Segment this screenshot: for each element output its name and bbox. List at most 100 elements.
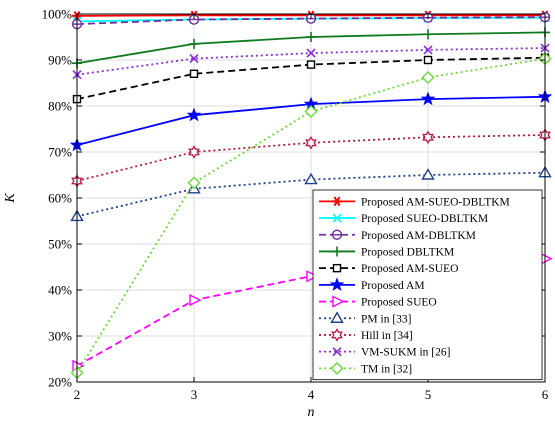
- data-point-marker: [188, 145, 200, 159]
- legend-swatch-marker: [330, 361, 344, 375]
- legend-label: PM in [33]: [361, 313, 411, 325]
- data-point-marker: [423, 29, 433, 40]
- data-point-marker: [421, 168, 435, 180]
- data-point: [189, 38, 199, 49]
- legend-marker-shape: [331, 328, 343, 342]
- data-point: [304, 105, 318, 119]
- legend-marker-shape: [332, 246, 342, 257]
- legend-swatch-marker: [332, 347, 342, 357]
- legend-item: VM-SUKM in [26]: [319, 347, 450, 359]
- legend-marker-shape: [332, 295, 345, 308]
- legend-swatch-marker: [331, 229, 343, 240]
- y-tick-label: 40%: [48, 283, 72, 298]
- legend-item: Proposed AM-DBLTKM: [319, 229, 476, 242]
- data-point-marker: [304, 105, 318, 119]
- x-axis-label: n: [308, 405, 315, 420]
- data-point-marker: [422, 130, 434, 145]
- legend-marker-shape: [330, 311, 344, 323]
- x-tick-label: 5: [425, 387, 432, 402]
- data-point: [189, 69, 199, 79]
- data-point-marker: [189, 54, 199, 64]
- legend-swatch-marker: [329, 277, 345, 292]
- legend-marker-shape: [332, 263, 342, 273]
- x-tick-label: 2: [74, 387, 81, 402]
- data-point: [306, 32, 316, 42]
- data-point-marker: [423, 45, 433, 55]
- legend-label: Proposed SUEO-DBLTKM: [361, 213, 488, 225]
- legend-item: TM in [32]: [319, 361, 412, 375]
- x-tick-label: 3: [191, 387, 198, 402]
- data-point: [306, 60, 316, 69]
- tick-layer: 20% 30% 40% 50% 60% 70% 80% 90% 100% 2 3 4 5 6: [42, 7, 549, 403]
- legend-item: Proposed AM-SUEO: [319, 263, 458, 275]
- legend-item: Proposed AM-SUEO-DBLTKM: [319, 196, 510, 208]
- data-point: [306, 270, 319, 283]
- data-point: [422, 130, 434, 145]
- legend-item: Hill in [34]: [319, 328, 413, 342]
- legend-swatch-marker: [332, 263, 342, 273]
- data-point-marker: [186, 107, 202, 122]
- data-point-marker: [306, 32, 316, 42]
- data-point: [306, 48, 316, 58]
- series-11: [70, 52, 552, 380]
- legend-label: Proposed AM-SUEO-DBLTKM: [361, 196, 510, 208]
- series-9: [71, 128, 551, 188]
- legend-item: Proposed SUEO-DBLTKM: [319, 213, 488, 225]
- legend-label: TM in [32]: [361, 363, 412, 375]
- legend-swatch-marker: [332, 295, 345, 308]
- data-point: [304, 172, 318, 185]
- legend-label: Proposed AM: [361, 280, 425, 292]
- data-point-marker: [305, 136, 317, 150]
- data-point: [421, 70, 435, 84]
- data-point: [420, 91, 436, 106]
- legend-marker-shape: [332, 347, 342, 357]
- legend-item: Proposed DBLTKM: [319, 246, 454, 258]
- data-point: [423, 29, 433, 40]
- data-point-marker: [189, 38, 199, 49]
- data-point: [305, 136, 317, 150]
- legend-label: Hill in [34]: [361, 330, 413, 342]
- data-point-marker: [189, 293, 202, 307]
- series-line: [76, 171, 546, 218]
- legend-swatch-marker: [331, 328, 343, 342]
- legend-marker-shape: [333, 196, 341, 207]
- y-axis-label: K: [3, 193, 18, 204]
- y-tick-label: 100%: [42, 7, 73, 22]
- x-tick-label: 6: [542, 387, 549, 402]
- legend-item: Proposed AM: [319, 277, 425, 292]
- series-line: [76, 134, 546, 182]
- y-tick-label: 30%: [48, 329, 72, 344]
- data-point-marker: [306, 270, 319, 283]
- y-tick-label: 50%: [48, 237, 72, 252]
- data-point: [189, 293, 202, 307]
- data-point-marker: [420, 91, 436, 106]
- legend-label: Proposed AM-SUEO: [361, 263, 458, 275]
- legend-label: VM-SUKM in [26]: [361, 347, 450, 359]
- data-point: [188, 145, 200, 159]
- y-tick-label: 70%: [48, 145, 72, 160]
- y-tick-label: 90%: [48, 53, 72, 68]
- data-point-marker: [187, 176, 201, 190]
- data-point-marker: [306, 48, 316, 58]
- data-point-marker: [306, 60, 316, 69]
- y-tick-label: 60%: [48, 191, 72, 206]
- legend-item: PM in [33]: [319, 311, 411, 325]
- legend-swatch-marker: [332, 213, 342, 223]
- data-point-marker: [423, 55, 433, 65]
- data-point-marker: [189, 69, 199, 79]
- legend-marker-shape: [330, 361, 344, 375]
- legend-swatch-marker: [332, 246, 342, 257]
- data-point: [423, 45, 433, 55]
- data-point: [187, 176, 201, 190]
- data-point: [186, 107, 202, 122]
- data-point-marker: [304, 172, 318, 185]
- legend-label: Proposed SUEO: [361, 297, 437, 309]
- legend-label: Proposed DBLTKM: [361, 246, 454, 258]
- legend: Proposed AM-SUEO-DBLTKM Proposed SUEO-DBL…: [312, 189, 543, 381]
- legend-marker-shape: [329, 277, 345, 292]
- data-point-marker: [421, 70, 435, 84]
- legend-item: Proposed SUEO: [319, 295, 437, 309]
- data-point: [421, 168, 435, 180]
- x-tick-label: 4: [308, 387, 315, 402]
